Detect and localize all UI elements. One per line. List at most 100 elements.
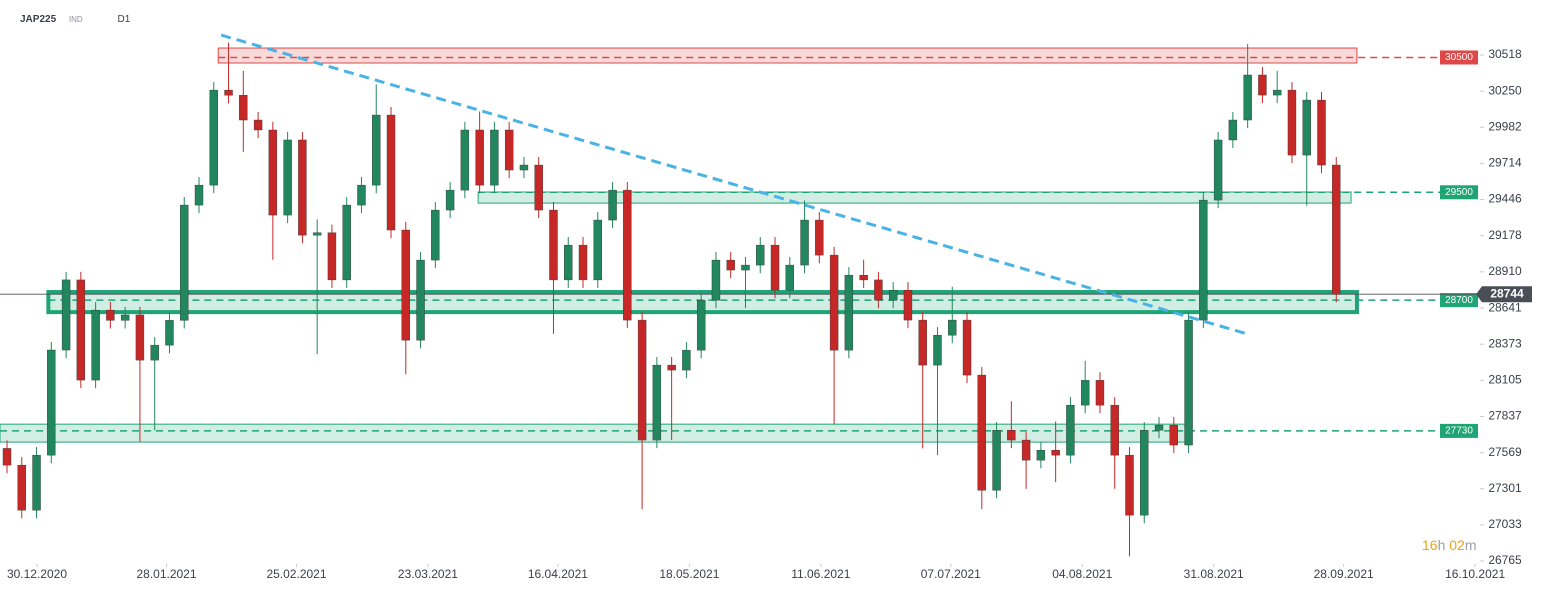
unit: h (1437, 537, 1446, 553)
candle-body (357, 184, 366, 206)
level-tag (1440, 50, 1478, 65)
candle-body (47, 349, 56, 456)
candle-body (2, 448, 12, 466)
candle-body (992, 430, 1001, 491)
candle-body (490, 129, 499, 186)
header: JAP225 IND D1 (20, 14, 140, 25)
candle-body (445, 189, 455, 211)
candle-body (17, 464, 26, 511)
x-tick-label: 16.04.2021 (528, 567, 588, 581)
candle-body (61, 279, 71, 351)
candle-body (76, 279, 86, 381)
level-label: 29500 (1445, 187, 1473, 198)
candle-body (1140, 430, 1149, 516)
candle-body (829, 254, 839, 351)
x-tick-label: 18.05.2021 (659, 567, 719, 581)
y-tick-label: 29982 (1488, 119, 1522, 133)
y-tick-label: 29178 (1488, 228, 1522, 242)
hours: 16 (1422, 537, 1438, 553)
zone (217, 47, 1358, 64)
last-price-tag (1476, 286, 1532, 303)
candle-body (106, 309, 115, 321)
x-tick-label: 28.09.2021 (1314, 567, 1374, 581)
candle-body (844, 274, 854, 351)
x-tick-label: 16.10.2021 (1445, 567, 1505, 581)
x-tick-label: 31.08.2021 (1184, 567, 1244, 581)
candle-body (756, 244, 765, 266)
level-label: 30500 (1445, 52, 1473, 63)
candle-body (874, 279, 883, 301)
candle-body (1272, 89, 1282, 96)
candle-body (785, 264, 794, 291)
candle-body (120, 314, 130, 321)
candle-body (696, 299, 706, 351)
candle-body (549, 209, 558, 281)
candle-body (1302, 99, 1311, 156)
y-tick-label: 28910 (1488, 264, 1522, 278)
y-tick-label: 27301 (1488, 481, 1522, 495)
level-label: 28700 (1445, 295, 1473, 306)
candle-body (800, 219, 809, 266)
candle-body (726, 259, 735, 271)
candle-body (327, 232, 337, 281)
x-tick-label: 25.02.2021 (266, 567, 326, 581)
candle-body (1213, 139, 1223, 201)
y-tick-label: 27033 (1488, 517, 1522, 531)
candle-body (268, 129, 278, 216)
candle-body (918, 319, 927, 366)
candle-body (401, 229, 410, 341)
candle-body (933, 334, 942, 366)
candle-body (903, 289, 913, 321)
candle-body (298, 139, 307, 236)
candle-body (1317, 99, 1326, 166)
candle-body (859, 274, 868, 281)
x-tick-label: 04.08.2021 (1052, 567, 1112, 581)
level-tag (1440, 185, 1478, 200)
trendline (220, 33, 1246, 335)
candle-body (1125, 454, 1134, 516)
candle-body (623, 189, 632, 321)
candle-body (711, 259, 721, 301)
y-tick-label: 30250 (1488, 83, 1522, 97)
candle-body (504, 129, 514, 171)
timeframe[interactable]: D1 (117, 14, 131, 25)
candle-body (1332, 164, 1341, 295)
candle-body (135, 314, 145, 361)
countdown: 16h 02m (1422, 537, 1477, 553)
candle-body (741, 264, 750, 271)
candle-body (652, 364, 662, 441)
candle-body (224, 89, 233, 96)
candle-body (815, 219, 824, 256)
candle-body (475, 129, 484, 186)
minutes: 02 (1449, 537, 1465, 553)
candle-body (637, 319, 647, 441)
candle-body (977, 374, 986, 491)
x-tick-label: 23.03.2021 (398, 567, 458, 581)
candle-body (1007, 430, 1016, 441)
level-label: 27730 (1445, 426, 1473, 437)
y-tick-label: 28373 (1488, 336, 1522, 350)
symbol[interactable]: JAP225 (20, 14, 57, 25)
candle-body (1228, 119, 1238, 141)
unit: m (1464, 537, 1477, 553)
candle-body (1095, 380, 1105, 406)
candle-body (460, 129, 470, 191)
candle-body (165, 320, 174, 346)
candle-body (431, 209, 440, 261)
candle-body (888, 289, 898, 301)
candle-body (1258, 74, 1267, 96)
last-price-label: 28744 (1490, 286, 1524, 300)
candle-body (194, 184, 204, 206)
y-tick-label: 27569 (1488, 445, 1522, 459)
candle-body (416, 259, 425, 341)
candle-body (1051, 449, 1060, 456)
candle-body (962, 319, 972, 376)
candle-body (1066, 404, 1075, 456)
candle-body (1184, 319, 1193, 446)
zone (477, 191, 1352, 204)
candle-body (948, 319, 957, 336)
candle-body (1287, 89, 1297, 156)
zone (0, 423, 1193, 443)
x-tick-label: 11.06.2021 (791, 567, 850, 581)
candle-body (593, 219, 602, 281)
